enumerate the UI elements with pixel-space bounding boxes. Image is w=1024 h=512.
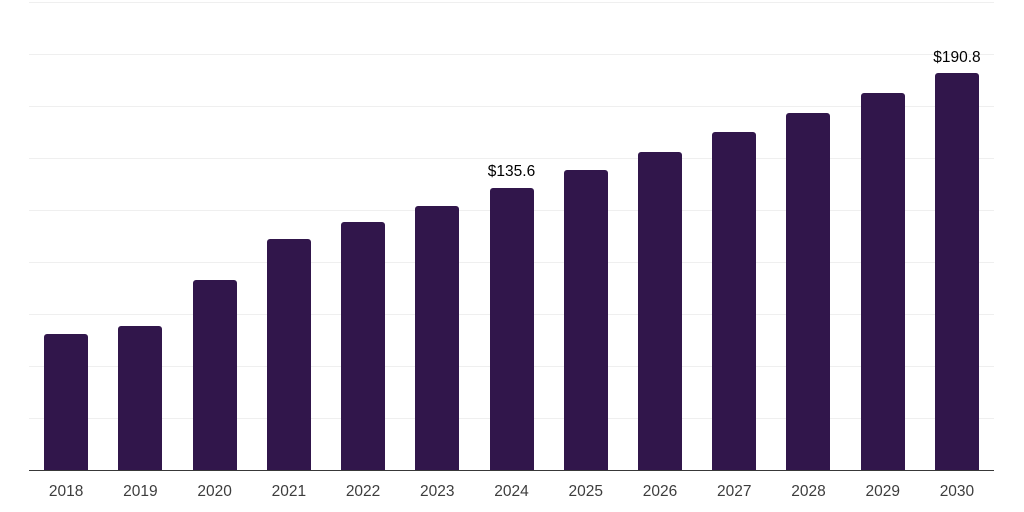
bar-2026: [637, 151, 682, 470]
bar-2025: [563, 170, 608, 470]
bar-2024: [489, 187, 534, 470]
bar-column-2029: [846, 2, 920, 470]
plot-area: $135.6 $190.8: [29, 2, 994, 471]
x-tick-label-2020: 2020: [197, 483, 232, 500]
bar-2020: [192, 280, 237, 470]
bar-column-2018: [29, 2, 103, 470]
x-tick-label-2029: 2029: [865, 483, 900, 500]
gridline: [29, 158, 994, 159]
bar-2022: [341, 222, 386, 470]
bar-2028: [786, 113, 831, 470]
gridline: [29, 106, 994, 107]
bar-column-2028: [771, 2, 845, 470]
bar-2030: [934, 73, 979, 470]
x-tick-label-2026: 2026: [642, 483, 678, 500]
bars-layer: $135.6 $190.8: [29, 2, 994, 470]
x-tick-label-2019: 2019: [123, 483, 158, 500]
data-label-2030: $190.8: [933, 48, 981, 66]
bar-column-2026: [623, 2, 697, 470]
x-tick-label-2027: 2027: [716, 483, 752, 500]
gridline: [29, 54, 994, 55]
x-tick-label-2030: 2030: [939, 483, 975, 500]
bar-2029: [860, 93, 905, 470]
bar-column-2023: [400, 2, 474, 470]
x-tick-label-2025: 2025: [568, 483, 603, 500]
bar-column-2021: [252, 2, 326, 470]
bar-column-2027: [697, 2, 771, 470]
bar-column-2025: [549, 2, 623, 470]
bar-column-2020: [177, 2, 251, 470]
bar-column-2024: $135.6: [474, 2, 548, 470]
bar-2018: [44, 333, 89, 470]
bar-2023: [415, 205, 460, 470]
x-tick-label-2028: 2028: [791, 483, 826, 500]
x-axis: 2018 2019 2020 2021 2022 2023 2024 2025 2026 2027…: [29, 483, 994, 500]
x-tick-label-2023: 2023: [420, 483, 455, 500]
bar-column-2030: $190.8: [920, 2, 994, 470]
bar-column-2022: [326, 2, 400, 470]
gridline: [29, 2, 994, 3]
bar-2019: [118, 326, 163, 470]
bar-column-2019: [103, 2, 177, 470]
x-tick-label-2021: 2021: [271, 483, 307, 500]
x-tick-label-2024: 2024: [494, 483, 529, 500]
bar-2021: [266, 239, 311, 470]
data-label-2024: $135.6: [487, 163, 536, 181]
x-tick-label-2022: 2022: [345, 483, 381, 500]
bar-2027: [712, 132, 757, 470]
x-tick-label-2018: 2018: [48, 483, 84, 500]
